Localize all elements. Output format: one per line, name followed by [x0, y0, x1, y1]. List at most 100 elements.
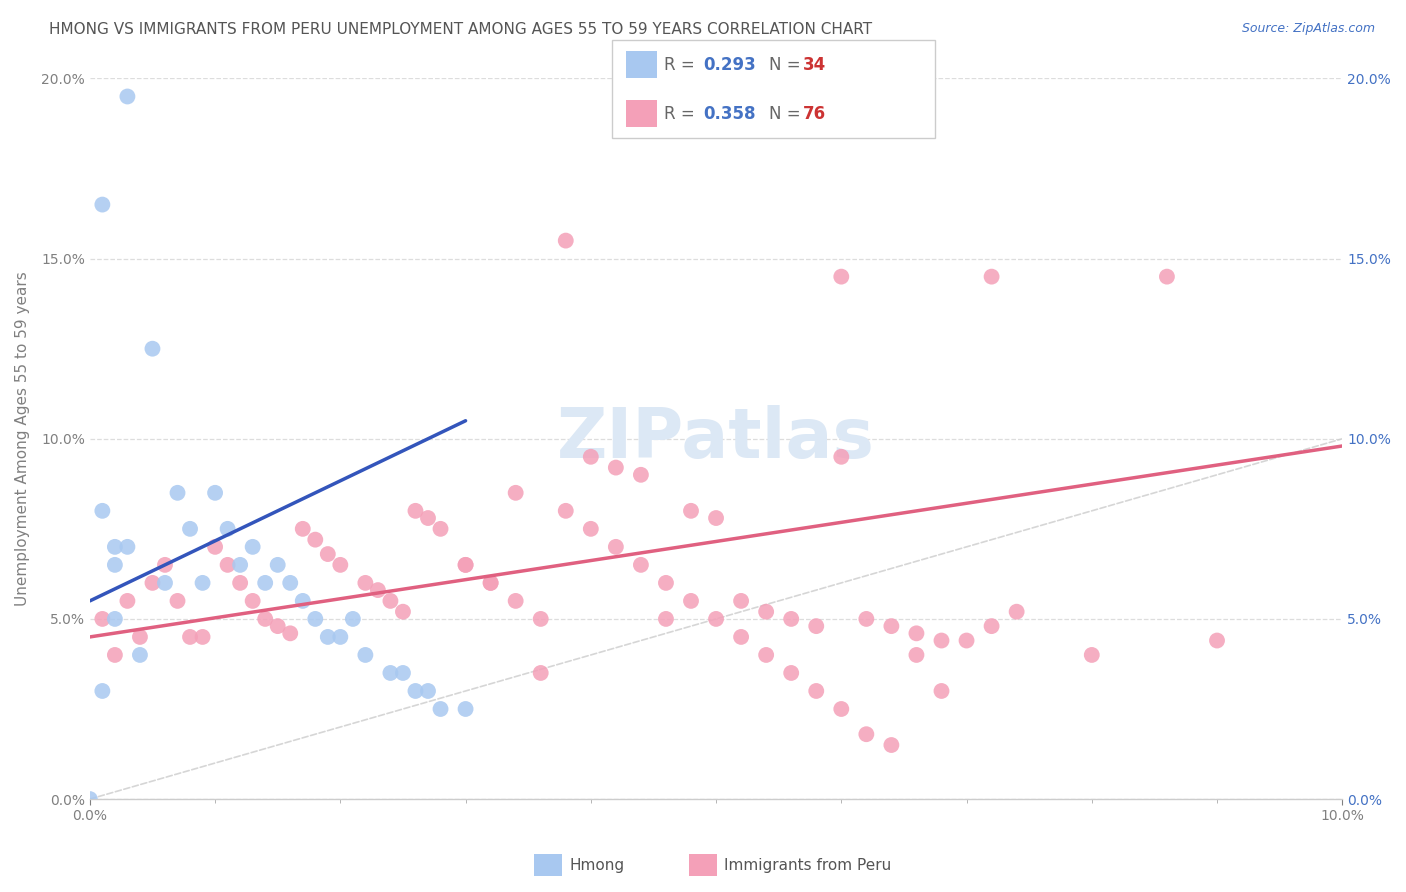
Point: [454, 558, 477, 572]
Point: [179, 522, 201, 536]
Point: [392, 665, 415, 680]
Point: [405, 684, 427, 698]
Text: 76: 76: [803, 104, 825, 123]
Point: [1206, 633, 1229, 648]
Point: [242, 540, 264, 554]
Text: ZIPatlas: ZIPatlas: [557, 405, 875, 472]
Point: [730, 594, 752, 608]
Point: [380, 665, 402, 680]
Point: [855, 727, 877, 741]
Point: [880, 619, 903, 633]
Point: [679, 107, 702, 121]
Text: Hmong: Hmong: [569, 858, 624, 872]
Point: [141, 575, 163, 590]
Point: [254, 575, 277, 590]
Point: [931, 633, 953, 648]
Text: 34: 34: [803, 55, 827, 74]
Point: [191, 575, 214, 590]
Point: [630, 558, 652, 572]
Point: [254, 612, 277, 626]
Point: [780, 665, 803, 680]
Point: [367, 583, 389, 598]
Point: [605, 460, 627, 475]
Point: [104, 612, 127, 626]
Point: [806, 684, 828, 698]
Point: [730, 630, 752, 644]
Point: [955, 633, 977, 648]
Point: [91, 504, 114, 518]
Text: HMONG VS IMMIGRANTS FROM PERU UNEMPLOYMENT AMONG AGES 55 TO 59 YEARS CORRELATION: HMONG VS IMMIGRANTS FROM PERU UNEMPLOYME…: [49, 22, 872, 37]
Point: [479, 575, 502, 590]
Point: [655, 612, 678, 626]
Point: [755, 648, 778, 662]
Point: [830, 702, 852, 716]
Point: [141, 342, 163, 356]
Point: [91, 612, 114, 626]
Point: [755, 605, 778, 619]
Point: [931, 684, 953, 698]
Text: Immigrants from Peru: Immigrants from Peru: [724, 858, 891, 872]
Point: [830, 269, 852, 284]
Y-axis label: Unemployment Among Ages 55 to 59 years: Unemployment Among Ages 55 to 59 years: [15, 271, 30, 607]
Point: [329, 630, 352, 644]
Point: [191, 630, 214, 644]
Point: [291, 522, 314, 536]
Point: [104, 540, 127, 554]
Point: [104, 648, 127, 662]
Point: [630, 467, 652, 482]
Text: 0.358: 0.358: [703, 104, 755, 123]
Point: [267, 619, 290, 633]
Point: [880, 738, 903, 752]
Point: [153, 558, 176, 572]
Point: [579, 522, 602, 536]
Text: N =: N =: [769, 55, 806, 74]
Point: [342, 612, 364, 626]
Point: [166, 485, 188, 500]
Point: [316, 547, 339, 561]
Text: 0.293: 0.293: [703, 55, 756, 74]
Point: [79, 792, 101, 806]
Point: [316, 630, 339, 644]
Point: [530, 612, 553, 626]
Point: [354, 575, 377, 590]
Point: [91, 197, 114, 211]
Point: [905, 648, 928, 662]
Point: [304, 612, 326, 626]
Point: [554, 234, 576, 248]
Point: [380, 594, 402, 608]
Point: [980, 269, 1002, 284]
Point: [204, 485, 226, 500]
Point: [454, 558, 477, 572]
Point: [405, 504, 427, 518]
Point: [1156, 269, 1178, 284]
Point: [278, 575, 301, 590]
Text: N =: N =: [769, 104, 806, 123]
Text: Source: ZipAtlas.com: Source: ZipAtlas.com: [1241, 22, 1375, 36]
Point: [679, 594, 702, 608]
Point: [129, 630, 152, 644]
Point: [117, 89, 139, 103]
Point: [429, 522, 451, 536]
Point: [217, 558, 239, 572]
Point: [704, 511, 727, 525]
Text: R =: R =: [664, 55, 700, 74]
Point: [1005, 605, 1028, 619]
Point: [554, 504, 576, 518]
Point: [830, 450, 852, 464]
Point: [329, 558, 352, 572]
Point: [354, 648, 377, 662]
Point: [429, 702, 451, 716]
Text: R =: R =: [664, 104, 700, 123]
Point: [416, 511, 439, 525]
Point: [780, 612, 803, 626]
Point: [229, 558, 252, 572]
Point: [179, 630, 201, 644]
Point: [679, 504, 702, 518]
Point: [153, 575, 176, 590]
Point: [117, 594, 139, 608]
Point: [806, 619, 828, 633]
Point: [479, 575, 502, 590]
Point: [530, 665, 553, 680]
Point: [217, 522, 239, 536]
Point: [304, 533, 326, 547]
